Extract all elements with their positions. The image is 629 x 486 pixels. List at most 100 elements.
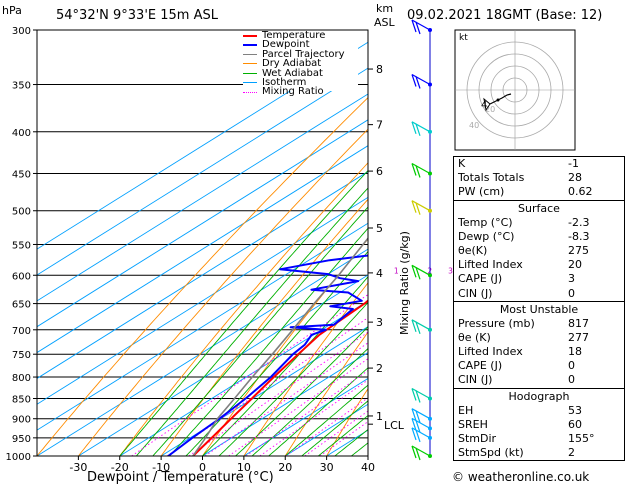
index-label: Totals Totals bbox=[458, 171, 525, 185]
km-tick-label: 6 bbox=[376, 165, 383, 178]
km-tick-label: 8 bbox=[376, 63, 383, 76]
index-label: CIN (J) bbox=[458, 373, 493, 387]
isotherm-line bbox=[160, 326, 368, 456]
index-value: 60 bbox=[568, 417, 582, 431]
legend-swatch bbox=[243, 91, 257, 93]
mixing-ratio-label: 3 bbox=[448, 266, 453, 275]
barb-shaft bbox=[411, 121, 431, 133]
wind-barb bbox=[411, 445, 432, 461]
index-value: 155° bbox=[568, 432, 595, 445]
barb-shaft bbox=[411, 387, 431, 400]
barb-dot bbox=[428, 273, 432, 278]
wind-barb bbox=[411, 19, 432, 35]
barb-dot bbox=[428, 129, 432, 134]
y-tick-label: 600 bbox=[12, 271, 31, 282]
wind-barb bbox=[411, 387, 432, 403]
index-row: CIN (J) 0 bbox=[454, 287, 624, 301]
legend-item: Wet Adiabat bbox=[243, 68, 358, 78]
hodograph-trace bbox=[489, 93, 512, 105]
index-value: 3 bbox=[568, 272, 575, 286]
wet-adiabat-line bbox=[284, 384, 368, 456]
mixing-ratio-label: Mixing Ratio (g/kg) bbox=[398, 231, 411, 335]
index-label: CAPE (J) bbox=[458, 359, 503, 373]
index-row: Lifted Index 18 bbox=[454, 345, 624, 359]
barb-flag bbox=[415, 420, 421, 433]
isotherm-line bbox=[37, 119, 368, 328]
barb-shaft bbox=[411, 19, 431, 31]
y-tick-label: 550 bbox=[12, 240, 31, 251]
dry-adiabat-line bbox=[243, 282, 368, 456]
index-value: 277 bbox=[568, 330, 589, 344]
km-tick-label: 2 bbox=[376, 362, 383, 375]
x-axis-label: Dewpoint / Temperature (°C) bbox=[87, 470, 274, 485]
index-label: StmDir bbox=[458, 432, 497, 445]
x-tick-label: -10 bbox=[152, 461, 170, 474]
temperature-line bbox=[192, 299, 368, 456]
dry-adiabat-line bbox=[284, 331, 368, 456]
barb-flag bbox=[411, 19, 417, 33]
surface-section: Surface Temp (°C) -2.3 Dewp (°C) -8.3 θe(K… bbox=[454, 199, 624, 301]
barb-dot bbox=[428, 454, 432, 458]
index-row: SREH 60 bbox=[454, 418, 624, 432]
barb-flag bbox=[415, 21, 421, 35]
index-label: Lifted Index bbox=[458, 258, 523, 272]
isotherm-line bbox=[37, 93, 368, 302]
y-tick-label: 400 bbox=[12, 128, 31, 139]
wet-adiabat-line bbox=[268, 367, 368, 456]
lcl-label: LCL bbox=[384, 419, 404, 432]
index-row: Lifted Index 20 bbox=[454, 258, 624, 272]
barb-shaft bbox=[411, 73, 431, 86]
barb-shaft bbox=[411, 200, 431, 212]
index-row: EH 53 bbox=[454, 404, 624, 418]
mixing-ratio-line bbox=[188, 331, 368, 456]
wet-adiabat-line bbox=[251, 347, 368, 456]
barb-flag bbox=[415, 410, 421, 423]
parcel-trajectory-line bbox=[192, 236, 368, 456]
barb-flag bbox=[411, 265, 417, 278]
barb-shaft bbox=[411, 408, 431, 420]
legend: Temperature Dewpoint Parcel Trajectory D… bbox=[243, 30, 358, 97]
index-row: Temp (°C) -2.3 bbox=[454, 216, 624, 230]
index-label: K bbox=[458, 157, 466, 170]
legend-swatch bbox=[243, 44, 257, 47]
legend-label: Isotherm bbox=[262, 77, 307, 89]
x-tick-label: 0 bbox=[199, 461, 206, 474]
index-row-totals: Totals Totals 28 bbox=[454, 171, 624, 185]
wind-barb bbox=[411, 319, 432, 334]
barb-dot bbox=[428, 28, 432, 32]
barb-flag bbox=[411, 408, 417, 421]
wind-barb bbox=[411, 264, 432, 280]
legend-item: Isotherm bbox=[243, 77, 358, 89]
index-row: CIN (J) 0 bbox=[454, 373, 624, 387]
isotherm-line bbox=[37, 248, 368, 456]
barb-flag bbox=[415, 165, 421, 178]
index-value: 20 bbox=[568, 258, 582, 272]
barb-dot bbox=[428, 396, 432, 401]
barb-flag bbox=[415, 76, 421, 89]
index-label: StmSpd (kt) bbox=[458, 446, 524, 460]
isotherm-line bbox=[37, 67, 368, 276]
barb-shaft bbox=[411, 319, 431, 331]
legend-label: Temperature bbox=[262, 30, 326, 41]
index-value: -1 bbox=[568, 157, 579, 170]
wet-adiabat-line bbox=[301, 400, 368, 456]
barb-flag bbox=[411, 445, 417, 459]
x-tick-label: -20 bbox=[111, 461, 129, 474]
isotherm-line bbox=[202, 352, 368, 456]
barb-dot bbox=[428, 82, 432, 87]
x-tick-label: 40 bbox=[361, 461, 375, 474]
wet-adiabat-line bbox=[152, 206, 368, 456]
index-row: CAPE (J) 0 bbox=[454, 359, 624, 373]
barb-flag bbox=[411, 121, 417, 134]
index-label: CAPE (J) bbox=[458, 272, 503, 286]
y-tick-label: 650 bbox=[12, 300, 31, 311]
wet-adiabat-line bbox=[119, 169, 368, 456]
indices-table: K -1 Totals Totals 28 PW (cm) 0.62 Surface … bbox=[453, 156, 625, 462]
index-value: 53 bbox=[568, 403, 582, 417]
legend-item: Parcel Trajectory bbox=[243, 49, 358, 60]
y-tick-label: 900 bbox=[12, 415, 31, 426]
legend-label: Mixing Ratio bbox=[262, 86, 324, 98]
barb-flag bbox=[411, 74, 417, 87]
barb-flag bbox=[411, 418, 417, 431]
